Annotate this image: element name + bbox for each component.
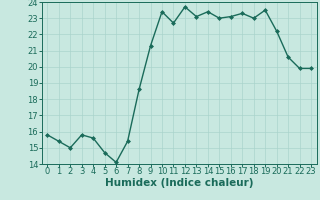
X-axis label: Humidex (Indice chaleur): Humidex (Indice chaleur) bbox=[105, 178, 253, 188]
